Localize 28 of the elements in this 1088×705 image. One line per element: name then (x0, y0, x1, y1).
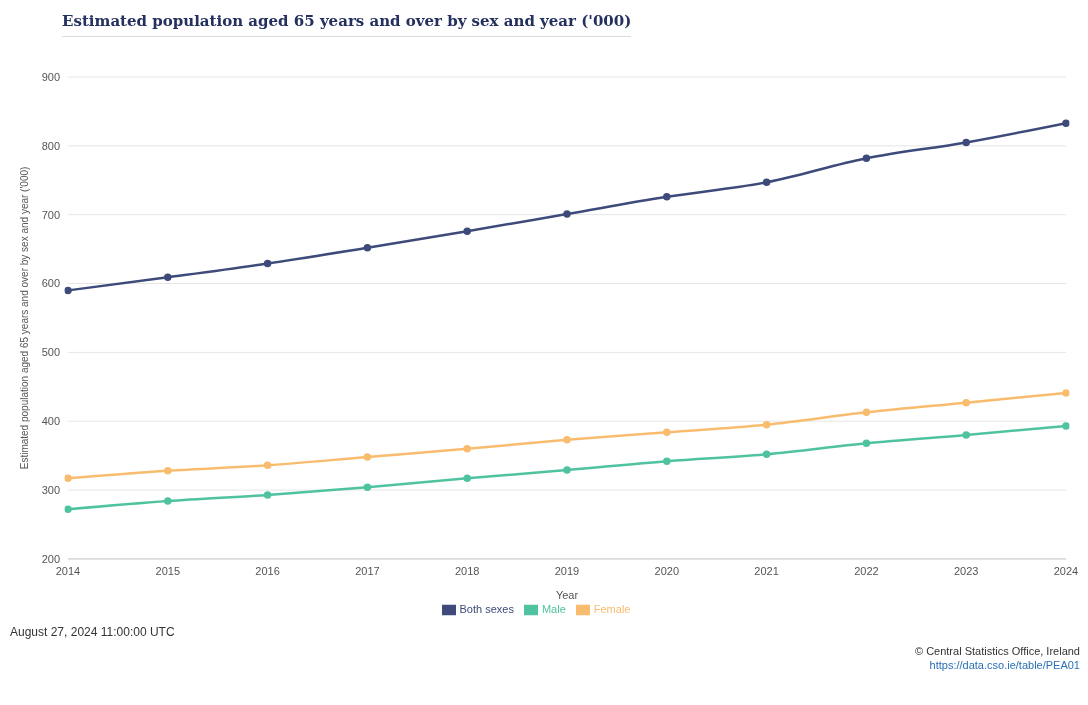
text: https://data.cso.ie/table/PEA01 (928, 659, 1080, 671)
y-tick-label: 200 (41, 552, 60, 565)
y-tick-label: 400 (41, 415, 60, 428)
legend-label: Both sexes (459, 602, 514, 615)
text: © Central Statistics Office, Ireland (913, 645, 1080, 657)
y-tick-label: 600 (41, 277, 60, 290)
x-tick-label: 2014 (55, 564, 81, 577)
y-tick-label: 800 (41, 139, 60, 152)
y-tick-label: 900 (41, 70, 60, 83)
x-tick-label: 2016 (255, 564, 280, 577)
y-tick-label: 300 (41, 483, 60, 496)
x-tick-label: 2017 (355, 564, 380, 577)
x-tick-label: 2022 (854, 564, 879, 577)
x-tick-label: 2024 (1053, 564, 1079, 577)
x-tick-label: 2019 (554, 564, 580, 577)
x-axis-title: Year (555, 588, 579, 601)
legend-label: Male (541, 602, 566, 615)
x-tick-label: 2021 (754, 564, 779, 577)
x-tick-label: 2015 (155, 564, 181, 577)
x-tick-label: 2018 (454, 564, 480, 577)
text: August 27, 2024 11:00:00 UTC (10, 625, 176, 639)
y-tick-label: 500 (41, 346, 60, 359)
chart-title: Estimated population aged 65 years and over by sex and year ('000) (62, 12, 632, 37)
y-axis-title: Estimated population aged 65 years and over by sex and year ('000) (18, 166, 30, 470)
y-tick-label: 700 (41, 208, 60, 221)
x-tick-label: 2020 (654, 564, 680, 577)
legend-label: Female (593, 602, 631, 615)
x-tick-label: 2023 (953, 564, 979, 577)
